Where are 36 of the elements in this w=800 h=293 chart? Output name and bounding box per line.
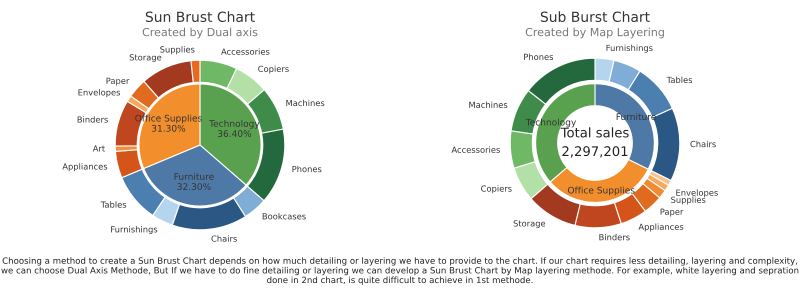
data-label: Storage <box>514 220 546 228</box>
data-label: Machines <box>469 102 508 108</box>
data-label: Paper <box>106 78 130 86</box>
text: Total sales <box>560 127 629 138</box>
data-label: Tables <box>666 76 692 84</box>
data-label: Chairs <box>211 235 237 242</box>
chart-subtitle: Created by Map Layering <box>526 28 664 38</box>
data-label: Paper <box>660 208 684 216</box>
data-label: Supplies <box>160 46 195 54</box>
data-label: Copiers <box>481 185 512 194</box>
data-label: Furnishings <box>111 226 158 234</box>
chart-title: Sun Brust Chart <box>146 11 255 22</box>
chart-title: Sub Burst Chart <box>540 11 650 22</box>
data-label: Chairs <box>690 140 716 148</box>
text: Choosing a method to create a Sun Brust Chart depends on how much detailing or layering we have to provide to the chart. If our chart requires less detailing, layering and complexity, we can choose Dual Axis Methode, But If we have to do fine detailing or layering we can develop a Sun Brust Chart by Map layering methode. For example, white layering and sepration done in 2nd chart, is quite difficult to achieve in 1st methode. <box>1 257 798 285</box>
data-label: Furnishings <box>606 44 653 53</box>
data-label: Storage <box>130 54 162 62</box>
data-label: Copiers <box>258 66 289 74</box>
data-label: Art <box>92 145 105 152</box>
data-label: Phones <box>524 54 554 60</box>
data-label: Binders <box>78 116 108 123</box>
data-label: Phones <box>292 166 322 172</box>
data-label: Appliances <box>638 223 684 232</box>
data-label: Accessories <box>221 48 270 55</box>
data-label: Bookcases <box>262 212 306 220</box>
chart-subtitle: Created by Dual axis <box>142 28 258 38</box>
data-label: Binders <box>599 234 630 240</box>
data-label: Tables <box>100 201 126 208</box>
data-label: Envelopes <box>676 189 718 198</box>
data-label: Accessories <box>452 146 500 153</box>
text: 2,297,201 <box>562 146 628 158</box>
data-label: Machines <box>286 100 324 106</box>
data-label: Supplies <box>671 196 706 205</box>
data-label: Envelopes <box>78 89 120 98</box>
data-label: Appliances <box>62 163 108 172</box>
data-label: Furniture 32.30% <box>174 172 214 190</box>
